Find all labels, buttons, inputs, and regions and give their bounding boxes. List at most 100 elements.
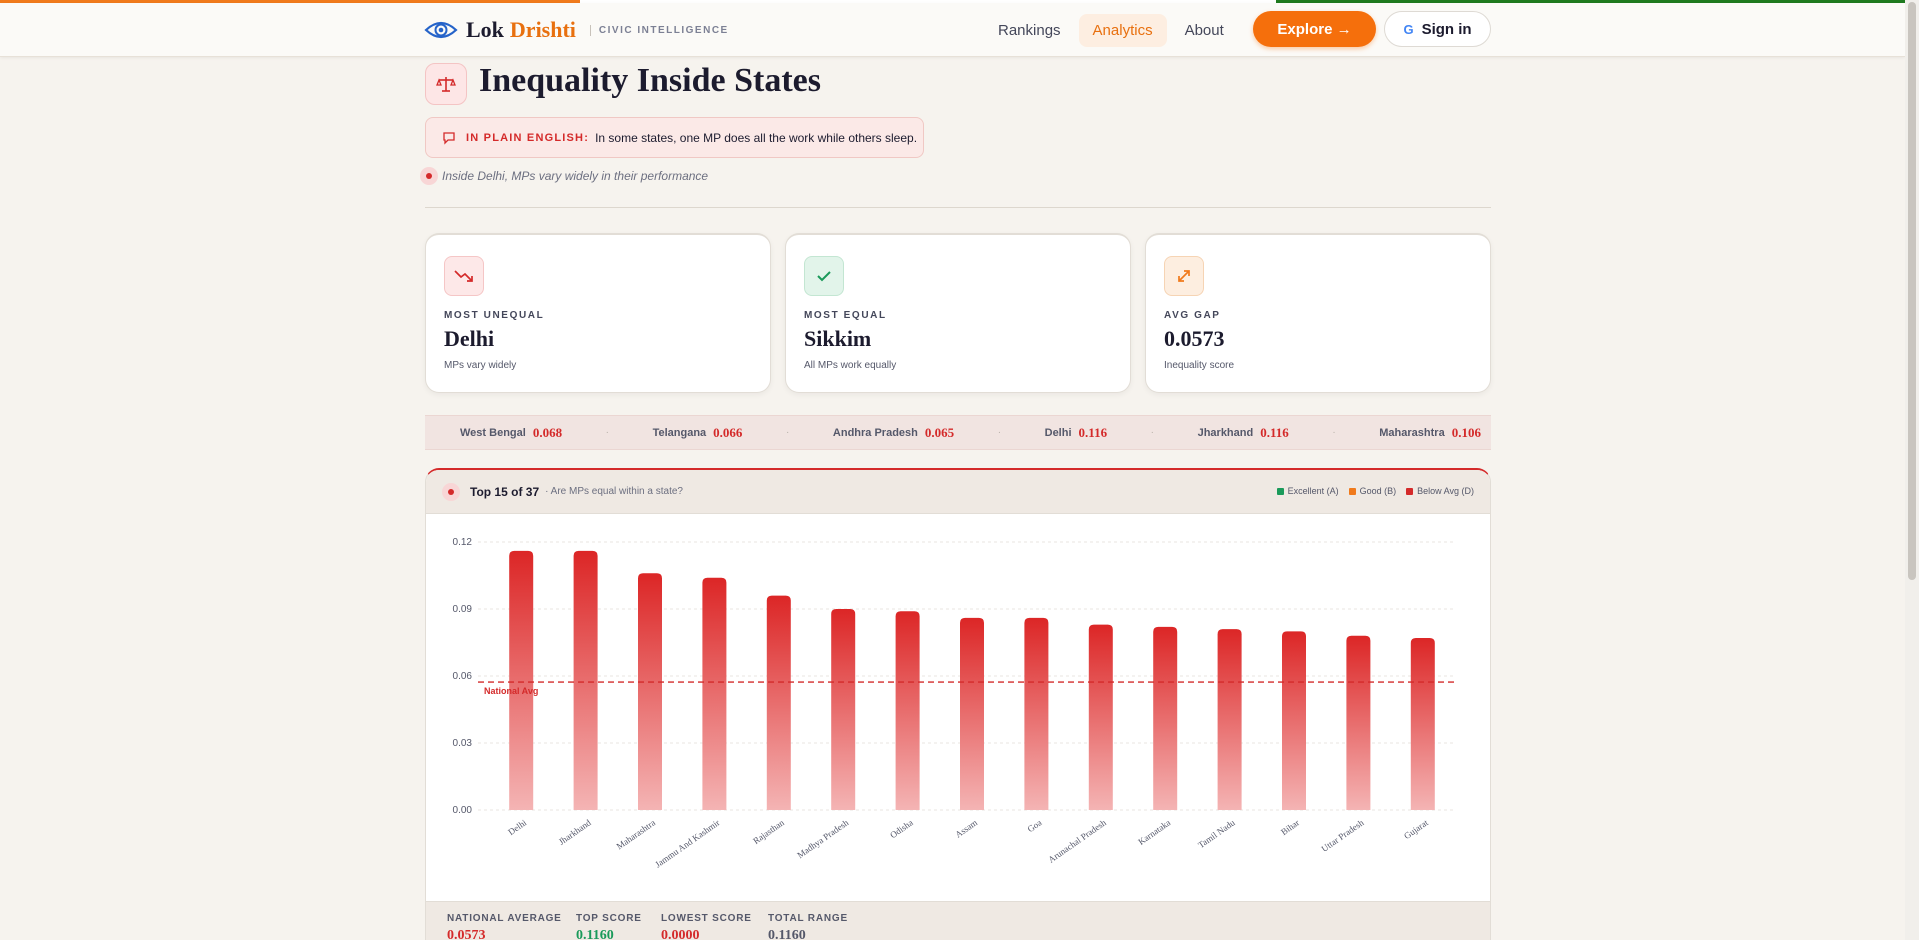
ticker-state: Jharkhand	[1197, 426, 1254, 439]
dot-icon	[420, 167, 438, 185]
ticker-item[interactable]: Jharkhand 0.116	[1198, 425, 1289, 441]
bar	[573, 550, 598, 810]
brand-name-first: Lok	[466, 17, 504, 42]
y-tick-label: 0.06	[453, 671, 473, 682]
x-tick-label: Jammu And Kashmir	[653, 817, 721, 869]
card-most-unequal: MOST UNEQUAL Delhi MPs vary widely	[425, 233, 771, 393]
stat-lowest-score: LOWEST SCORE 0.0000	[661, 913, 752, 940]
bar	[1346, 635, 1371, 810]
stat-national-average: NATIONAL AVERAGE 0.0573	[447, 913, 562, 940]
ticker-value: 0.116	[1078, 424, 1108, 440]
ticker-separator: ·	[785, 427, 790, 438]
x-tick-label: Goa	[1026, 817, 1044, 834]
x-tick-label: Bihar	[1279, 817, 1301, 837]
nav-link-rankings[interactable]: Rankings	[998, 22, 1061, 39]
card-avg-gap: AVG GAP 0.0573 Inequality score	[1145, 233, 1491, 393]
bar	[638, 573, 662, 810]
card-subtext: Inequality score	[1164, 360, 1235, 371]
stat-label: TOP SCORE	[576, 913, 642, 924]
nav-link-about[interactable]: About	[1184, 22, 1224, 39]
card-value: 0.0573	[1164, 326, 1225, 351]
bar	[960, 617, 984, 810]
chart-legend: Excellent (A) Good (B) Below Avg (D)	[1267, 486, 1474, 496]
strip-green	[1276, 0, 1919, 3]
national-avg-label: National Avg	[484, 686, 538, 696]
top-navbar: Lok Drishti CIVIC INTELLIGENCE Rankings …	[0, 3, 1905, 57]
stat-label: NATIONAL AVERAGE	[447, 913, 562, 924]
legend-swatch	[1348, 487, 1356, 495]
stat-value: 0.1160	[768, 928, 806, 940]
stat-value: 0.0573	[447, 928, 486, 940]
section-divider	[425, 207, 1491, 208]
ticker-item[interactable]: Maharashtra 0.106	[1379, 425, 1481, 441]
x-tick-label: Tamil Nadu	[1196, 817, 1237, 850]
sign-in-button[interactable]: G Sign in	[1384, 11, 1491, 47]
card-subtext: MPs vary widely	[444, 360, 517, 371]
ticker-separator: ·	[605, 427, 609, 438]
bar	[702, 577, 727, 810]
ticker-state: Andhra Pradesh	[832, 426, 918, 439]
y-tick-label: 0.12	[453, 537, 473, 548]
ticker-state: Maharashtra	[1379, 426, 1445, 439]
x-tick-label: Gujarat	[1402, 817, 1430, 841]
ticker-state: Telangana	[652, 426, 707, 439]
expand-icon	[1164, 256, 1204, 296]
ticker-item[interactable]: West Bengal 0.068	[460, 425, 562, 441]
brand-logo[interactable]: Lok Drishti CIVIC INTELLIGENCE	[424, 15, 729, 45]
stat-top-score: TOP SCORE 0.1160	[576, 913, 642, 940]
x-tick-label: Maharashtra	[615, 817, 658, 851]
ticker-separator: ·	[1332, 427, 1336, 438]
scrollbar-thumb[interactable]	[1908, 2, 1916, 580]
legend-label: Good (B)	[1359, 486, 1397, 496]
explore-button[interactable]: Explore →	[1253, 11, 1376, 47]
card-most-equal: MOST EQUAL Sikkim All MPs work equally	[785, 233, 1131, 393]
ticker-item[interactable]: Andhra Pradesh 0.065	[833, 425, 954, 441]
card-subtext: All MPs work equally	[804, 360, 897, 371]
card-caption: MOST UNEQUAL	[444, 310, 545, 321]
page-title: Inequality Inside States	[479, 62, 821, 99]
google-icon: G	[1403, 21, 1414, 37]
plain-english-banner: IN PLAIN ENGLISH: In some states, one MP…	[425, 117, 924, 158]
legend-swatch	[1406, 487, 1414, 495]
legend-label: Below Avg (D)	[1417, 486, 1474, 496]
ticker-separator: ·	[997, 427, 1002, 438]
y-tick-label: 0.09	[453, 604, 473, 615]
ticker-item[interactable]: Delhi 0.116	[1045, 425, 1107, 441]
bar	[1024, 617, 1049, 810]
x-tick-label: Rajasthan	[751, 817, 786, 846]
dot-icon	[442, 482, 460, 501]
scale-icon	[425, 63, 467, 105]
legend-item: Excellent (A)	[1276, 486, 1339, 496]
ticker-value: 0.116	[1260, 424, 1289, 440]
sign-in-label: Sign in	[1421, 20, 1472, 38]
x-tick-label: Arunachal Pradesh	[1046, 817, 1108, 865]
page-scrollbar[interactable]	[1905, 0, 1919, 940]
bar	[766, 595, 791, 810]
bar	[831, 609, 856, 810]
nav-link-analytics[interactable]: Analytics	[1078, 14, 1167, 47]
x-tick-label: Delhi	[506, 817, 529, 837]
check-icon	[804, 256, 844, 296]
bar	[1217, 629, 1242, 810]
bar-chart: 0.00 0.03 0.06 0.09 0.12 Delhi Jharkhand Mahara…	[453, 537, 1456, 870]
x-tick-label: Uttar Pradesh	[1319, 817, 1365, 854]
x-tick-label: Jharkhand	[557, 817, 593, 847]
x-tick-label: Karnataka	[1136, 817, 1172, 846]
eye-icon	[424, 21, 458, 39]
card-value: Sikkim	[804, 326, 872, 351]
stat-value: 0.0000	[661, 928, 700, 940]
nav-links: Rankings Analytics About	[984, 14, 1242, 47]
tricolor-strip	[0, 0, 1919, 3]
ticker-value: 0.068	[532, 424, 563, 440]
plain-english-text: In some states, one MP does all the work…	[595, 130, 918, 145]
stat-label: TOTAL RANGE	[768, 913, 848, 924]
card-caption: AVG GAP	[1164, 310, 1221, 321]
strip-white	[580, 0, 1276, 3]
ticker-item[interactable]: Telangana 0.066	[653, 425, 743, 441]
bar	[1282, 631, 1306, 810]
ticker-state: West Bengal	[460, 426, 526, 439]
x-tick-label: Madhya Pradesh	[795, 817, 850, 860]
card-value: Delhi	[444, 326, 495, 351]
stat-value: 0.1160	[576, 928, 614, 940]
chart-panel-subtitle: · Are MPs equal within a state?	[545, 486, 683, 497]
